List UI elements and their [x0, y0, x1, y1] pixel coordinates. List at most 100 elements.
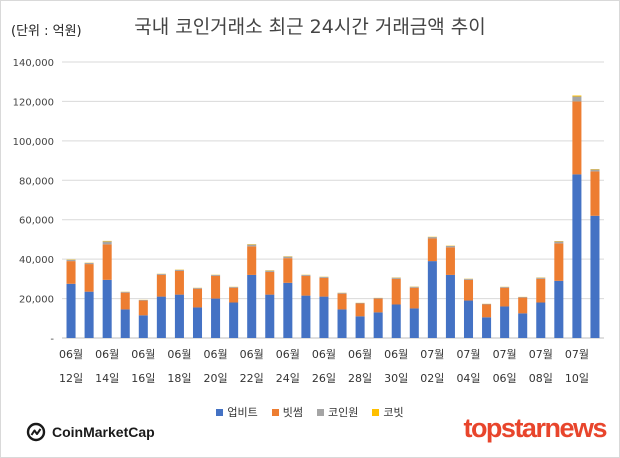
- y-tick-label: 140,000: [13, 58, 54, 69]
- bar-segment: [355, 303, 365, 317]
- x-tick-day: 06일: [493, 371, 517, 385]
- topstarnews-logo: topstarnews: [463, 413, 607, 443]
- bar-segment: [138, 300, 148, 316]
- bar-segment: [355, 316, 365, 338]
- bar-segment: [572, 95, 582, 97]
- bar-segment: [301, 274, 311, 276]
- bar-segment: [409, 287, 419, 309]
- bar-segment: [590, 171, 600, 216]
- bar-segment: [174, 269, 184, 271]
- bar-segment: [138, 299, 148, 301]
- y-tick-label: 80,000: [19, 176, 54, 187]
- bar-segment: [211, 274, 221, 276]
- bar-segment: [229, 287, 239, 303]
- bar-segment: [337, 292, 347, 294]
- bar-segment: [265, 270, 275, 272]
- bar-segment: [463, 278, 474, 280]
- x-tick-day: 20일: [204, 371, 228, 385]
- bar-segment: [120, 309, 130, 338]
- bar-segment: [536, 278, 546, 303]
- x-tick-month: 06월: [204, 348, 228, 361]
- bar-segment: [554, 241, 564, 244]
- bar-segment: [409, 308, 419, 338]
- bar-segment: [482, 317, 492, 338]
- y-tick-label: -: [50, 334, 54, 345]
- x-tick-month: 06월: [167, 348, 191, 361]
- bar-segment: [572, 96, 582, 102]
- bar-segment: [229, 302, 239, 338]
- bar-segment: [247, 274, 257, 338]
- y-tick-label: 20,000: [19, 295, 54, 306]
- x-tick-month: 06월: [348, 348, 372, 361]
- bar-segment: [156, 274, 166, 297]
- x-tick-day: 16일: [131, 371, 155, 385]
- bar-segment: [337, 293, 347, 310]
- x-tick-month: 06월: [276, 348, 300, 361]
- coinmarketcap-wordmark: CoinMarketCap: [52, 424, 155, 440]
- x-tick-day: 08일: [529, 371, 553, 385]
- x-tick-day: 28일: [348, 371, 372, 385]
- bar-segment: [120, 291, 130, 293]
- bar-segment: [463, 279, 474, 301]
- bar-segment: [427, 237, 437, 239]
- legend-label: 빗썸: [282, 406, 303, 419]
- legend-item: 업비트: [216, 404, 258, 420]
- x-tick-month: 07월: [420, 348, 444, 361]
- bar-segment: [120, 292, 130, 310]
- legend-item: 코빗: [372, 404, 404, 420]
- bar-segment: [536, 277, 546, 279]
- bar-segment: [500, 306, 510, 338]
- bar-segment: [265, 294, 275, 338]
- x-tick-day: 18일: [167, 371, 191, 385]
- x-tick-day: 04일: [456, 371, 480, 385]
- chart-title: 국내 코인거래소 최근 24시간 거래금액 추이: [134, 16, 486, 38]
- bar-segment: [102, 241, 112, 245]
- x-tick-month: 06월: [384, 348, 408, 361]
- bar-segment: [84, 262, 94, 265]
- bar-segment: [102, 279, 112, 338]
- bar-segment: [301, 275, 311, 296]
- x-tick-day: 10일: [565, 371, 589, 385]
- bar-segment: [554, 243, 564, 281]
- bar-segment: [373, 298, 383, 313]
- y-tick-label: 40,000: [19, 255, 54, 266]
- bar-segment: [66, 261, 76, 284]
- bar-segment: [319, 296, 329, 338]
- legend-swatch: [216, 408, 224, 416]
- y-tick-label: 100,000: [13, 137, 54, 148]
- bar-segment: [482, 303, 492, 305]
- x-tick-day: 24일: [276, 371, 300, 385]
- x-tick-day: 26일: [312, 371, 336, 385]
- bar-segment: [463, 300, 474, 338]
- x-tick-month: 06월: [131, 348, 155, 361]
- bar-segment: [156, 273, 166, 275]
- bar-segment: [391, 304, 401, 338]
- bar-segment: [211, 275, 221, 299]
- x-tick-month: 07월: [565, 348, 589, 361]
- bar-segment: [427, 238, 437, 262]
- legend-label: 코인원: [328, 406, 359, 419]
- bar-segment: [319, 277, 329, 297]
- coinmarketcap-logo: CoinMarketCap: [26, 422, 155, 442]
- bar-segment: [283, 258, 293, 283]
- bar-segment: [572, 101, 582, 175]
- bar-segment: [445, 274, 455, 338]
- x-tick-month: 06월: [95, 348, 119, 361]
- bar-segment: [283, 256, 293, 259]
- x-tick-month: 06월: [240, 348, 264, 361]
- bar-segment: [102, 244, 112, 280]
- legend-item: 코인원: [317, 404, 358, 420]
- x-tick-month: 07월: [493, 348, 517, 361]
- x-tick-day: 02일: [420, 371, 444, 385]
- legend-label: 코빗: [383, 406, 404, 419]
- bar-segment: [301, 295, 311, 338]
- bar-segment: [590, 169, 600, 172]
- bar-segment: [156, 296, 166, 338]
- bar-segment: [373, 312, 383, 338]
- bar-segment: [427, 261, 437, 338]
- bar-segment: [445, 247, 455, 275]
- x-tick-month: 06월: [59, 348, 83, 361]
- bar-segment: [391, 278, 401, 305]
- bar-segment: [84, 291, 94, 338]
- bar-segment: [482, 304, 492, 318]
